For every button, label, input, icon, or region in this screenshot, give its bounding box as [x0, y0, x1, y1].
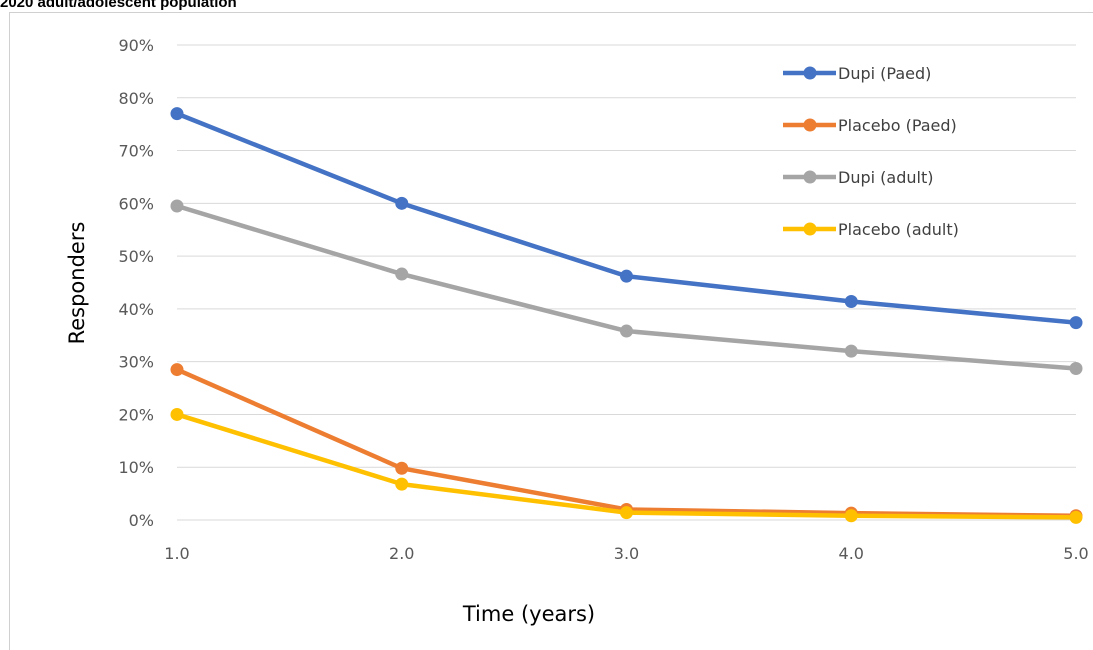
- legend-label: Dupi (adult): [838, 168, 933, 187]
- x-tick-label: 5.0: [1063, 544, 1088, 563]
- data-point: [845, 509, 858, 522]
- legend-entry: Placebo (Paed): [783, 116, 957, 135]
- x-tick-labels: 1.0 2.0 3.0 4.0 5.0: [164, 544, 1088, 563]
- x-tick-label: 2.0: [389, 544, 414, 563]
- legend-entry: Dupi (adult): [783, 168, 933, 187]
- data-point: [395, 462, 408, 475]
- data-point: [395, 268, 408, 281]
- y-tick-label: 80%: [118, 89, 154, 108]
- y-tick-label: 10%: [118, 458, 154, 477]
- y-tick-label: 70%: [118, 142, 154, 161]
- data-point: [171, 408, 184, 421]
- data-point: [1070, 511, 1083, 524]
- x-tick-label: 3.0: [614, 544, 639, 563]
- legend-swatch-marker: [804, 119, 817, 132]
- x-tick-label: 4.0: [839, 544, 864, 563]
- data-point: [171, 199, 184, 212]
- y-tick-label: 90%: [118, 36, 154, 55]
- legend-swatch-marker: [804, 67, 817, 80]
- y-tick-label: 20%: [118, 405, 154, 424]
- data-point: [395, 478, 408, 491]
- legend-swatch-marker: [804, 223, 817, 236]
- data-point: [845, 345, 858, 358]
- y-tick-label: 60%: [118, 194, 154, 213]
- series-0: [171, 107, 1083, 329]
- data-point: [1070, 316, 1083, 329]
- legend-label: Placebo (Paed): [838, 116, 957, 135]
- series-1: [171, 363, 1083, 522]
- legend-entry: Dupi (Paed): [783, 64, 931, 83]
- y-tick-label: 50%: [118, 247, 154, 266]
- data-point: [1070, 362, 1083, 375]
- data-point: [845, 295, 858, 308]
- legend: Dupi (Paed) Placebo (Paed) Dupi (adult) Pla…: [783, 64, 959, 239]
- data-point: [620, 506, 633, 519]
- data-point: [620, 325, 633, 338]
- data-point: [171, 107, 184, 120]
- data-point: [620, 270, 633, 283]
- legend-label: Placebo (adult): [838, 220, 959, 239]
- series-group: [171, 107, 1083, 524]
- legend-entry: Placebo (adult): [783, 220, 959, 239]
- series-line: [177, 370, 1076, 516]
- y-tick-label: 0%: [129, 511, 154, 530]
- series-line: [177, 114, 1076, 323]
- x-axis-title: Time (years): [462, 602, 595, 626]
- legend-swatch-marker: [804, 171, 817, 184]
- y-tick-label: 40%: [118, 300, 154, 319]
- y-axis-title: Responders: [65, 222, 89, 345]
- x-tick-label: 1.0: [164, 544, 189, 563]
- y-tick-label: 30%: [118, 353, 154, 372]
- data-point: [171, 363, 184, 376]
- y-tick-labels: 0% 10% 20% 30% 40% 50% 60% 70% 80% 90%: [118, 36, 154, 530]
- legend-label: Dupi (Paed): [838, 64, 931, 83]
- data-point: [395, 197, 408, 210]
